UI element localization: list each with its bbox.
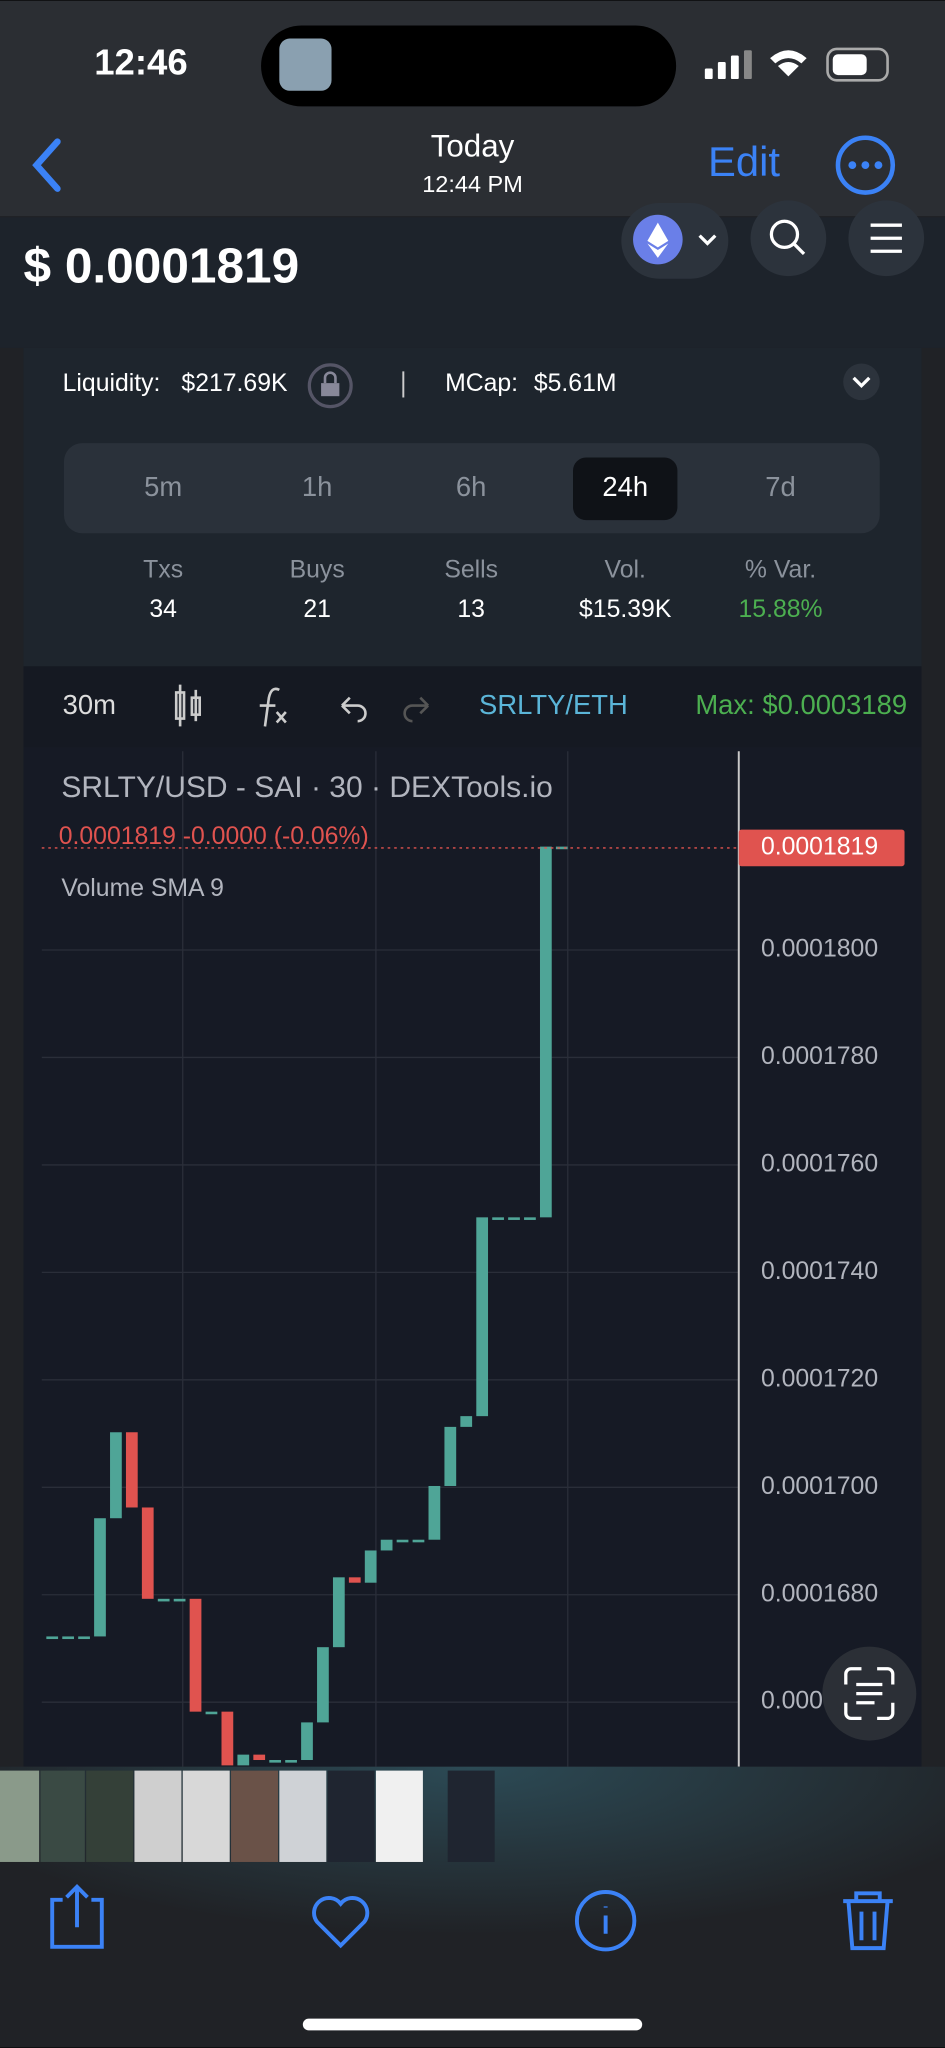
candle	[237, 1754, 250, 1766]
candle	[301, 1722, 313, 1761]
candle	[62, 1636, 75, 1640]
tab[interactable]: 7d	[765, 471, 795, 502]
candle	[555, 846, 568, 850]
status-time: 12:46	[94, 41, 187, 82]
candle	[78, 1636, 90, 1640]
candle	[141, 1507, 154, 1599]
candle	[253, 1754, 266, 1761]
candle	[221, 1711, 234, 1766]
y-tick-label: 0.0001720	[761, 1365, 878, 1392]
candle	[460, 1416, 473, 1427]
candle	[476, 1217, 489, 1417]
candle	[444, 1426, 457, 1486]
candle	[110, 1432, 122, 1519]
back-button[interactable]	[32, 138, 61, 192]
candle	[285, 1760, 297, 1763]
menu-button[interactable]	[848, 200, 925, 277]
mcap-label: MCap:	[445, 370, 518, 397]
y-tick-label: 0.000	[761, 1688, 823, 1715]
candle	[348, 1577, 361, 1583]
liquidity-label: Liquidity:	[63, 370, 161, 397]
candle	[396, 1539, 409, 1543]
thumbnail-strip[interactable]	[0, 1770, 495, 1862]
candle	[269, 1760, 282, 1763]
ohlc: 0.0001819 -0.0000 (-0.06%)	[59, 823, 369, 850]
y-tick-label: 0.0001800	[761, 936, 878, 963]
stat-label: % Var.	[745, 557, 816, 584]
interval[interactable]: 30m	[63, 689, 116, 720]
lock-icon	[307, 363, 353, 409]
candle	[412, 1539, 425, 1543]
home-indicator	[302, 2018, 643, 2031]
y-tick-label: 0.0001700	[761, 1473, 878, 1500]
tab[interactable]: 5m	[144, 471, 182, 502]
candle	[539, 846, 552, 1218]
liquidity-value: $217.69K	[181, 370, 288, 397]
candle	[524, 1217, 536, 1220]
y-tick-label: 0.0001680	[761, 1580, 878, 1607]
stat-label: Vol.	[605, 557, 646, 584]
tab-active	[573, 457, 678, 521]
tab[interactable]: 1h	[302, 471, 332, 502]
edit-button[interactable]: Edit	[708, 138, 780, 185]
vertical-grid	[182, 751, 569, 1767]
stat-label: Sells	[444, 557, 498, 584]
candle	[46, 1636, 59, 1640]
more-button[interactable]	[835, 135, 896, 195]
status-icons	[704, 47, 889, 82]
y-tick-label: 0.0001780	[761, 1043, 878, 1070]
price: $ 0.0001819	[23, 238, 299, 294]
candle	[173, 1598, 186, 1602]
stat-value: 15.88%	[739, 596, 823, 623]
header-subtitle: 12:44 PM	[422, 171, 523, 197]
chain-button[interactable]	[621, 202, 729, 279]
tab[interactable]: 24h	[602, 471, 648, 502]
dynamic-island	[261, 25, 677, 107]
y-tick-label: 0.0001740	[761, 1258, 878, 1285]
candle	[205, 1711, 218, 1715]
stat-value: 13	[457, 596, 485, 623]
candle	[189, 1598, 202, 1712]
stat-label: Txs	[143, 557, 183, 584]
last-price-tag	[738, 829, 905, 867]
candle	[332, 1577, 345, 1648]
stat-label: Buys	[290, 557, 345, 584]
expand-button[interactable]	[843, 363, 880, 401]
stat-value: 34	[149, 596, 177, 623]
tab[interactable]: 6h	[456, 471, 486, 502]
stat-value: $15.39K	[579, 596, 672, 623]
candle	[157, 1598, 170, 1602]
stat-value: 21	[303, 596, 331, 623]
candle	[508, 1217, 520, 1220]
candle	[492, 1217, 504, 1220]
candle	[94, 1518, 106, 1637]
search-button[interactable]	[750, 200, 827, 277]
chart-title: SRLTY/USD - SAI · 30 · DEXTools.io	[61, 771, 553, 804]
avatar	[279, 38, 332, 91]
pair[interactable]: SRLTY/ETH	[479, 689, 628, 720]
last-price-label: 0.0001819	[761, 833, 878, 860]
indicator: Volume SMA 9	[61, 875, 224, 902]
candle	[428, 1485, 441, 1540]
y-tick-label: 0.0001760	[761, 1150, 878, 1177]
scan-button[interactable]	[822, 1646, 917, 1741]
toolbar-icons[interactable]	[50, 1884, 893, 1952]
header-title: Today	[431, 128, 515, 163]
max-price: Max: $0.0003189	[695, 689, 907, 720]
mcap-value: $5.61M	[534, 370, 617, 397]
candle	[125, 1432, 138, 1508]
chart-toolbar	[23, 666, 922, 748]
chart-area	[23, 747, 922, 1767]
tool-icons[interactable]	[174, 684, 430, 727]
candle	[380, 1539, 393, 1551]
candle	[317, 1647, 329, 1723]
candle	[364, 1550, 377, 1583]
